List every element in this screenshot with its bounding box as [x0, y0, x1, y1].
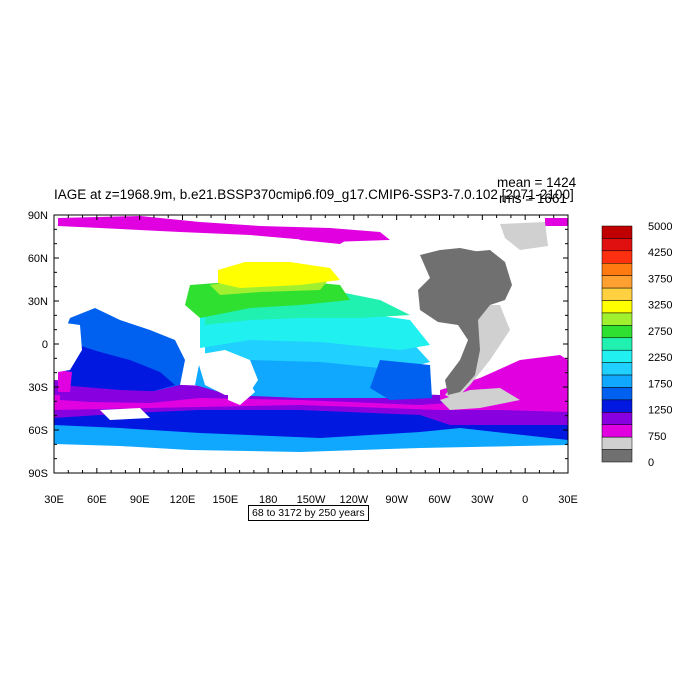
lat-tick-label: 60N [28, 253, 48, 265]
colorbar-swatch [601, 312, 633, 326]
colorbar-swatch [601, 225, 633, 239]
colorbar-swatch [601, 349, 633, 363]
arctic-magenta-east [545, 218, 568, 226]
colorbar-swatch [601, 238, 633, 252]
colorbar-swatch [601, 399, 633, 413]
colorbar-label: 1250 [648, 405, 672, 417]
colorbar-swatch [601, 337, 633, 351]
lon-tick-label: 30E [558, 494, 578, 506]
indian-ocean-blue [62, 345, 175, 393]
lat-tick-label: 90S [28, 468, 48, 480]
colorbar-swatch [601, 325, 633, 339]
pacific-eastern-lower [370, 360, 432, 400]
atlantic-light-gray-south [440, 388, 520, 410]
lon-tick-label: 60W [428, 494, 451, 506]
colorbar-swatch [601, 300, 633, 314]
lat-tick-label: 0 [42, 339, 48, 351]
colorbar-label: 4250 [648, 247, 672, 259]
colorbar-swatch [601, 387, 633, 401]
lat-tick-label: 30N [28, 296, 48, 308]
lat-tick-label: 30S [28, 382, 48, 394]
africa-white [58, 322, 82, 372]
antarctic-patch-white [100, 408, 150, 420]
colorbar-swatch [601, 287, 633, 301]
mean-stat: mean = 1424 [497, 175, 577, 190]
colorbar-label: 3750 [648, 273, 672, 285]
colorbar-label: 2250 [648, 352, 672, 364]
colorbar-swatch [601, 424, 633, 438]
arctic-gray-patch [500, 222, 548, 250]
colorbar: 5000 4250 3750 3250 2750 2250 1750 1250 750 0 [601, 221, 672, 469]
colorbar-label: 3250 [648, 300, 672, 312]
indian-ocean-magenta-edge [58, 370, 72, 392]
lat-tick-label: 90N [28, 210, 48, 222]
colorbar-swatch [601, 412, 633, 425]
land-mass [418, 250, 512, 395]
lon-tick-label: 90E [130, 494, 150, 506]
land-mass-north [440, 248, 480, 262]
contour-range-label: 68 to 3172 by 250 years [248, 505, 369, 521]
rms-stat: rms = 1661 [499, 191, 567, 206]
ocean-field [54, 216, 568, 452]
colorbar-label: 2750 [648, 326, 672, 338]
southern-island-white [228, 375, 255, 405]
lon-tick-label: 120E [170, 494, 196, 506]
lon-tick-label: 60E [87, 494, 107, 506]
colorbar-swatch [601, 263, 633, 276]
lon-tick-label: 150W [297, 494, 326, 506]
colorbar-swatch [601, 250, 633, 264]
indian-ocean-purple-south [60, 385, 200, 403]
colorbar-label: 5000 [648, 221, 672, 233]
colorbar-label: 0 [648, 457, 654, 469]
lon-tick-label: 30W [471, 494, 494, 506]
arctic-magenta-patch [290, 228, 350, 244]
colorbar-label: 750 [648, 431, 666, 443]
latitude-ticks: 90N 60N 30N 0 30S 60S 90S [28, 210, 568, 480]
lon-tick-label: 150E [212, 494, 238, 506]
colorbar-swatch [601, 449, 633, 463]
lon-tick-label: 90W [385, 494, 408, 506]
longitude-ticks: 30E 60E 90E 120E 150E 180 150W 120W 90W 60W 30W 0 30… [44, 215, 578, 506]
lon-tick-label: 0 [522, 494, 528, 506]
colorbar-swatch [601, 436, 633, 450]
lon-tick-label: 180 [259, 494, 277, 506]
colorbar-label: 1750 [648, 378, 672, 390]
map-title: IAGE at z=1968.9m, b.e21.BSSP370cmip6.f0… [54, 187, 574, 202]
lat-tick-label: 60S [28, 425, 48, 437]
lon-tick-label: 30E [44, 494, 64, 506]
lon-tick-label: 120W [339, 494, 368, 506]
colorbar-swatch [601, 374, 633, 388]
pacific-yellow [218, 262, 340, 288]
colorbar-swatch [601, 362, 633, 376]
colorbar-swatch [601, 275, 633, 289]
